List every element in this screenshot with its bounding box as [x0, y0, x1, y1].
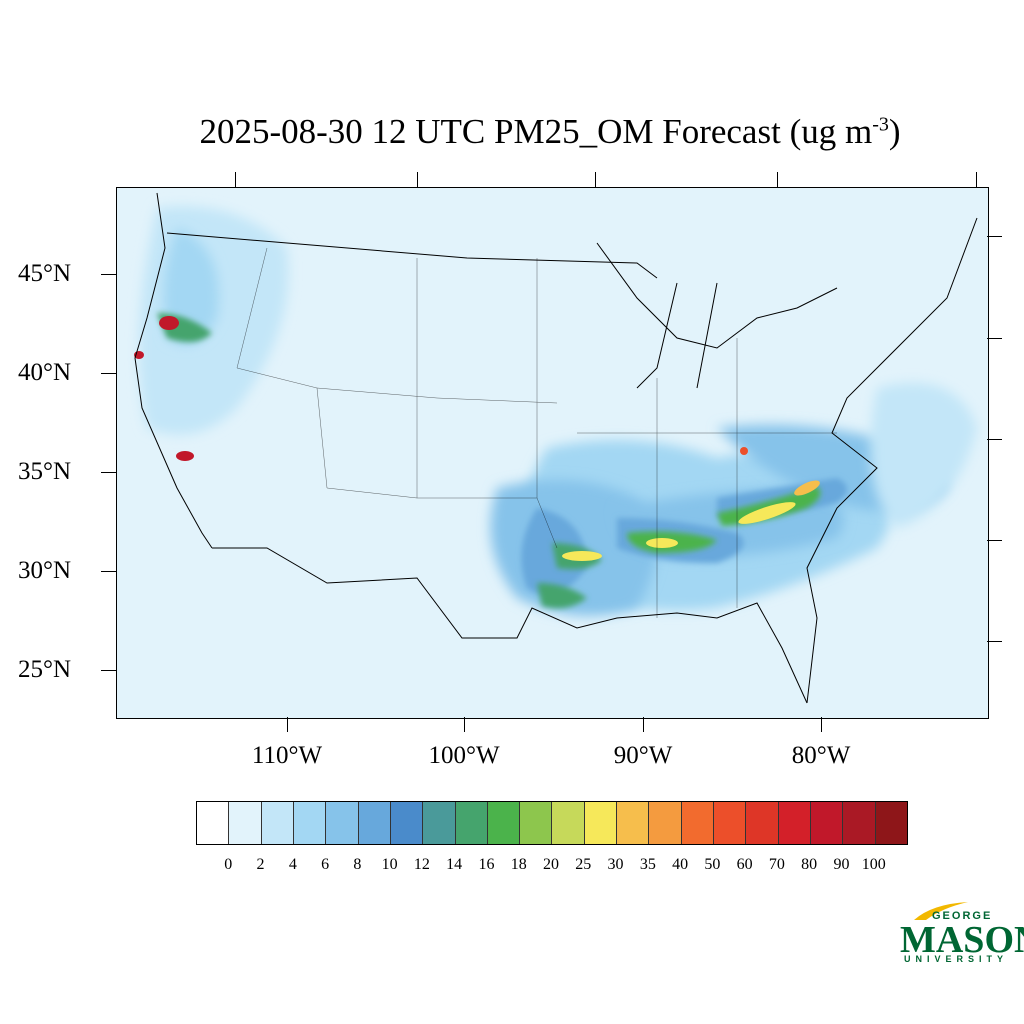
top-tick: [595, 172, 596, 187]
title-exponent: -3: [872, 113, 889, 136]
map-canvas: [134, 192, 978, 704]
colorbar-cell: [746, 802, 779, 844]
right-tick: [987, 641, 1002, 642]
colorbar-tick-label: 8: [353, 856, 362, 873]
right-tick: [987, 540, 1002, 541]
colorbar-legend: [196, 801, 908, 845]
colorbar-tick-label: 16: [478, 856, 495, 873]
colorbar-tick-label: 30: [607, 856, 624, 873]
right-tick: [987, 439, 1002, 440]
colorbar-tick-label: 35: [639, 856, 656, 873]
colorbar-cell: [229, 802, 262, 844]
colorbar-tick-label: 12: [413, 856, 430, 873]
bottom-tick: [643, 717, 644, 732]
colorbar-cell: [520, 802, 553, 844]
logo-line-george: GEORGE: [932, 910, 993, 922]
colorbar-tick-label: 6: [321, 856, 330, 873]
colorbar-tick-label: 80: [801, 856, 818, 873]
bottom-tick: [464, 717, 465, 732]
colorbar-tick-label: 0: [224, 856, 233, 873]
right-tick: [987, 338, 1002, 339]
colorbar-tick-label: 40: [672, 856, 689, 873]
colorbar-cell: [778, 802, 811, 844]
colorbar-tick-label: 20: [543, 856, 559, 873]
colorbar-cell: [617, 802, 650, 844]
left-tick: [101, 472, 116, 473]
coastlines-borders: [134, 192, 978, 704]
colorbar-tick-label: 60: [736, 856, 753, 873]
lon-label: 100°W: [428, 742, 500, 769]
state-borders: [236, 247, 837, 618]
title-text: 2025-08-30 12 UTC PM25_OM Forecast (ug m: [199, 112, 873, 151]
top-tick: [976, 172, 977, 187]
colorbar-cell: [197, 802, 230, 844]
forecast-map[interactable]: [116, 187, 989, 719]
george-mason-logo: GEORGE MASON UNIVERSITY: [896, 896, 1024, 968]
colorbar-cell: [681, 802, 714, 844]
lat-label: 35°N: [18, 458, 72, 485]
lon-label: 110°W: [251, 742, 323, 769]
colorbar-cell: [552, 802, 585, 844]
colorbar-cell: [326, 802, 359, 844]
colorbar-cell: [649, 802, 682, 844]
colorbar-cell: [455, 802, 488, 844]
lon-label: 90°W: [613, 742, 673, 769]
lat-label: 40°N: [18, 359, 72, 386]
left-tick: [101, 274, 116, 275]
colorbar-tick-label: 50: [704, 856, 721, 873]
colorbar-tick-label: 90: [833, 856, 850, 873]
colorbar-cell: [810, 802, 844, 844]
colorbar-tick-label: 18: [510, 856, 527, 873]
concentration-field: [134, 206, 977, 616]
logo-swoosh-icon: [914, 902, 968, 920]
left-tick: [101, 670, 116, 671]
colorbar-cell: [487, 802, 521, 844]
colorbar-cell: [358, 802, 391, 844]
colorbar-tick-label: 100: [861, 856, 886, 873]
colorbar-cell: [875, 802, 907, 844]
colorbar-tick-label: 14: [446, 856, 463, 873]
top-tick: [235, 172, 236, 187]
lat-label: 30°N: [18, 557, 72, 584]
colorbar-cell: [843, 802, 876, 844]
logo-line-university: UNIVERSITY: [904, 954, 1009, 964]
right-tick: [987, 236, 1002, 237]
colorbar-tick-label: 4: [288, 856, 297, 873]
left-tick: [101, 571, 116, 572]
colorbar-tick-label: 25: [575, 856, 592, 873]
colorbar-cell: [584, 802, 618, 844]
top-tick: [417, 172, 418, 187]
colorbar-tick-label: 2: [256, 856, 265, 873]
colorbar-tick-label: 10: [381, 856, 398, 873]
lat-label: 45°N: [18, 260, 72, 287]
colorbar-cell: [390, 802, 424, 844]
lon-label: 80°W: [791, 742, 851, 769]
colorbar-cell: [714, 802, 747, 844]
lat-label: 25°N: [18, 656, 72, 683]
colorbar-tick-label: 70: [768, 856, 785, 873]
colorbar-cell: [423, 802, 456, 844]
title-close: ): [888, 112, 901, 151]
left-tick: [101, 373, 116, 374]
top-tick: [777, 172, 778, 187]
bottom-tick: [287, 717, 288, 732]
colorbar-cell: [293, 802, 327, 844]
bottom-tick: [821, 717, 822, 732]
colorbar-cell: [261, 802, 294, 844]
page-title: 2025-08-30 12 UTC PM25_OM Forecast (ug m…: [0, 112, 1024, 152]
logo-line-mason: MASON: [900, 919, 1024, 961]
